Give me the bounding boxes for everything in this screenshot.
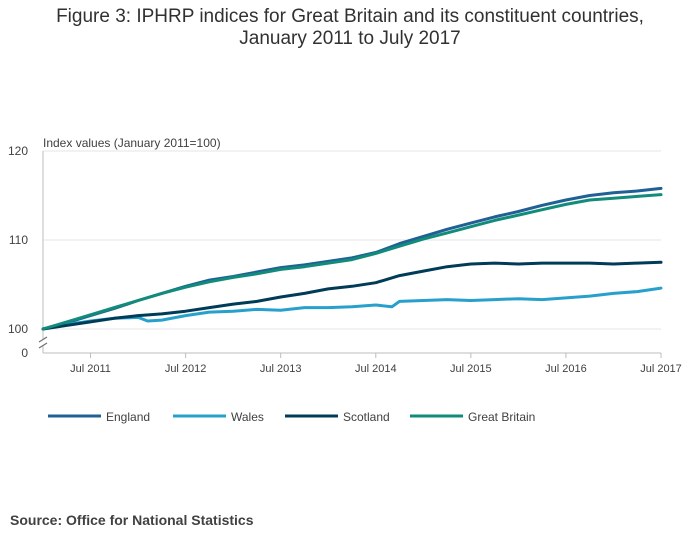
axis-break-mark xyxy=(38,336,48,343)
chart-title-line1: Figure 3: IPHRP indices for Great Britai… xyxy=(56,6,644,27)
x-tick-label: Jul 2014 xyxy=(355,363,397,375)
legend: England Wales Scotland Great Britain xyxy=(48,410,535,424)
legend-label-scotland: Scotland xyxy=(343,410,390,424)
series-line-scotland xyxy=(41,260,663,331)
y-tick-label: 110 xyxy=(9,233,28,247)
x-tick-label: Jul 2013 xyxy=(260,363,302,375)
x-tick-label: Jul 2012 xyxy=(165,363,207,375)
gridlines xyxy=(43,150,661,354)
axes: Index values (January 2011=100) 100 110 120… xyxy=(8,136,682,375)
x-tick-label: Jul 2017 xyxy=(640,363,682,375)
chart-title-line2: January 2011 to July 2017 xyxy=(239,28,461,49)
y-break-label: 0 xyxy=(21,346,28,360)
y-tick-label: 120 xyxy=(8,144,28,158)
legend-label-england: England xyxy=(106,410,150,424)
y-tick-label: 100 xyxy=(8,322,28,336)
x-tick-label: Jul 2011 xyxy=(70,363,111,375)
series-line-wales xyxy=(41,286,663,331)
source-note: Source: Office for National Statistics xyxy=(10,512,254,528)
legend-label-great-britain: Great Britain xyxy=(468,410,535,424)
x-tick-label: Jul 2016 xyxy=(545,363,587,375)
series-line-great-britain xyxy=(41,193,663,331)
series-lines xyxy=(41,186,663,331)
legend-label-wales: Wales xyxy=(231,410,264,424)
x-tick-label: Jul 2015 xyxy=(450,363,492,375)
y-axis-label: Index values (January 2011=100) xyxy=(43,136,221,150)
chart-title: Figure 3: IPHRP indices for Great Britai… xyxy=(0,6,700,50)
axis-break-mark xyxy=(38,342,48,349)
